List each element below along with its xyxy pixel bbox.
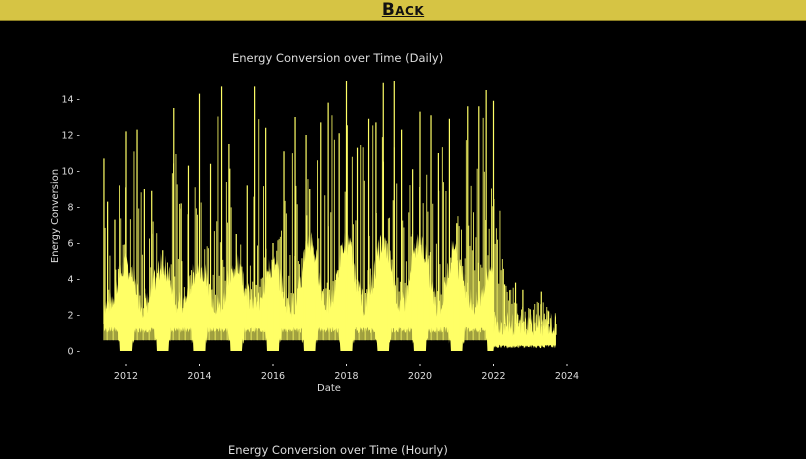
x-axis: 2012 2014 2016 2018 2020 2022 2024 (114, 364, 579, 382)
y-tick-label: 0 - (68, 347, 81, 358)
x-tick-label: 2016 (261, 371, 285, 382)
y-tick-label: 14 - (61, 95, 80, 106)
hourly-chart-title: Energy Conversion over Time (Hourly) (228, 443, 448, 457)
plot-area (103, 81, 557, 351)
y-tick-label: 8 - (68, 203, 81, 214)
x-tick-label: 2018 (334, 371, 358, 382)
y-tick-label: 4 - (68, 275, 81, 286)
y-axis: 0 - 2 - 4 - 6 - 8 - 10 - 12 - 14 - (61, 95, 80, 358)
y-axis-label: Energy Conversion (50, 169, 61, 263)
y-tick-label: 10 - (61, 167, 80, 178)
x-tick-label: 2024 (555, 371, 579, 382)
daily-chart-title: Energy Conversion over Time (Daily) (232, 51, 444, 65)
x-tick-label: 2020 (408, 371, 432, 382)
y-tick-label: 2 - (68, 311, 81, 322)
x-tick-label: 2012 (114, 371, 138, 382)
x-tick-label: 2022 (481, 371, 505, 382)
y-tick-label: 12 - (61, 131, 80, 142)
back-button[interactable]: Back (381, 0, 425, 20)
x-axis-label: Date (317, 383, 341, 394)
x-tick-label: 2014 (187, 371, 211, 382)
top-nav-bar: Back (0, 0, 806, 21)
y-tick-label: 6 - (68, 239, 81, 250)
